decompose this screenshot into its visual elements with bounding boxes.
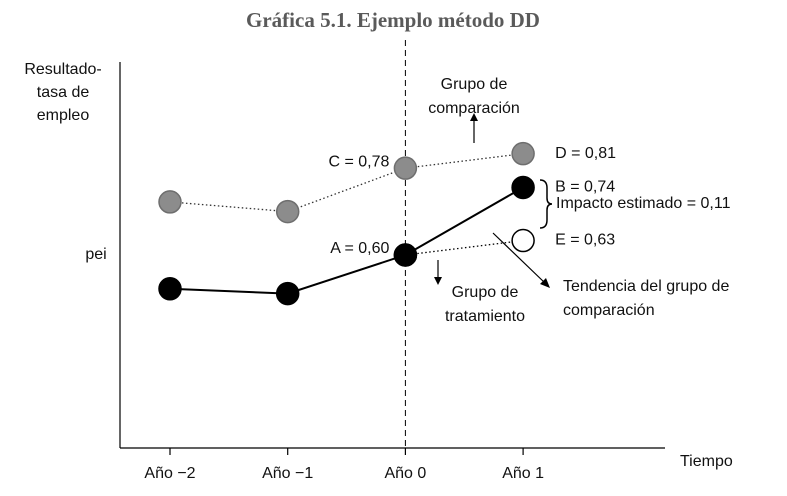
series-label: Grupo de [441, 76, 508, 93]
data-label: C = 0,78 [328, 153, 389, 170]
point [511, 175, 535, 200]
arrow-head [470, 113, 478, 121]
x-tick-label: Año 1 [502, 465, 544, 482]
arrow-head [540, 278, 550, 288]
point [158, 277, 182, 301]
series-line [405, 239, 524, 256]
series-label: Tendencia del grupo de [563, 278, 729, 295]
data-label: B = 0,74 [555, 179, 615, 196]
x-tick-label: Año 0 [384, 465, 426, 482]
point [511, 228, 535, 253]
x-tick-label: Año −2 [144, 465, 195, 482]
point [275, 199, 300, 224]
data-label: D = 0,81 [555, 145, 616, 162]
series-label: comparación [563, 302, 655, 319]
series-label: comparación [428, 100, 520, 117]
series-line [169, 186, 524, 295]
chart-title: Gráfica 5.1. Ejemplo método DD [246, 8, 540, 32]
series-line [169, 153, 524, 213]
arrow [492, 232, 546, 284]
point [275, 281, 300, 306]
arrow-head [434, 277, 442, 285]
point [393, 243, 418, 267]
data-label: A = 0,60 [330, 240, 389, 257]
x-axis-label: Tiempo [680, 453, 733, 470]
annotation: Impacto estimado = 0,11 [556, 195, 731, 212]
data-label: E = 0,63 [555, 232, 615, 249]
x-tick-label: Año −1 [262, 465, 313, 482]
point [393, 156, 418, 180]
point [511, 141, 535, 166]
annotation: pei [85, 246, 106, 263]
brace [539, 179, 553, 229]
y-axis-label: Resultado- [24, 61, 101, 78]
point [158, 190, 182, 214]
series-label: tratamiento [445, 308, 525, 325]
y-axis-label: empleo [37, 107, 90, 124]
series-label: Grupo de [452, 284, 519, 301]
y-axis-label: tasa de [37, 84, 90, 101]
